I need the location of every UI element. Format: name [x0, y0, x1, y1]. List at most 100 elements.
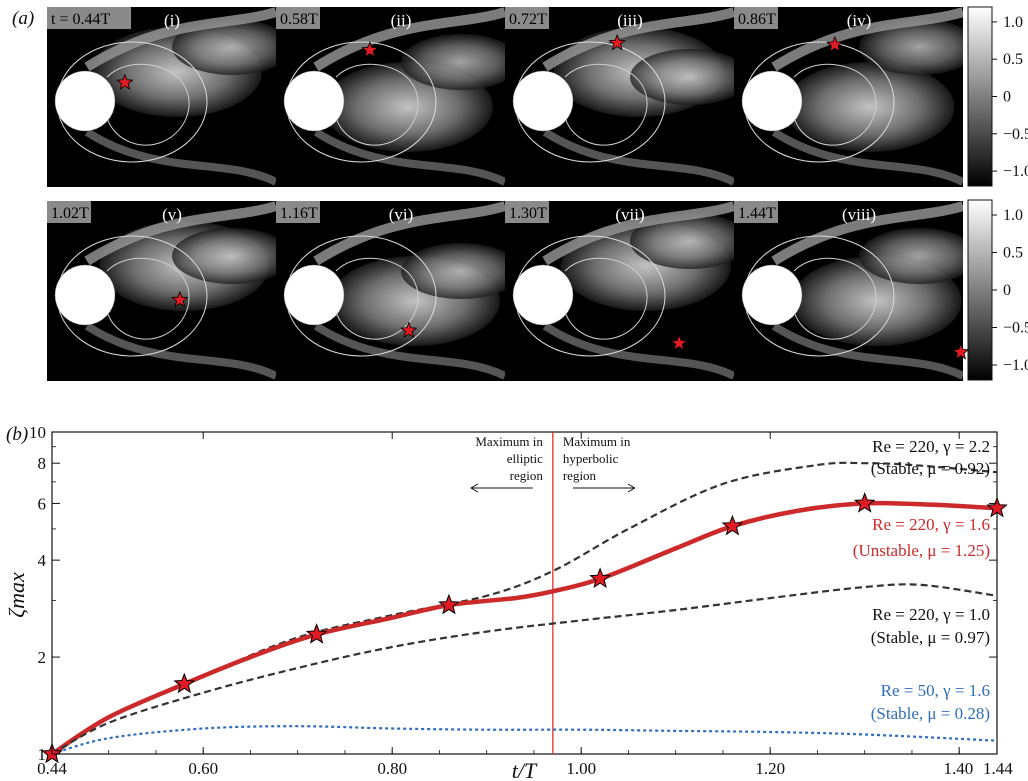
contour-line	[106, 257, 190, 340]
annotation-hyperbolic: region	[563, 468, 597, 483]
snapshot-7: 1.30T (vii)	[505, 201, 734, 381]
series-label: Re = 50, γ = 1.6	[881, 681, 990, 700]
cylinder	[54, 70, 116, 132]
x-tick-label: 0.60	[188, 759, 218, 778]
vorticity-field	[514, 201, 734, 380]
cylinder	[54, 264, 116, 326]
star-marker	[400, 321, 418, 338]
star-marker	[670, 334, 688, 351]
vorticity-field	[285, 201, 505, 380]
colorbar-tick-label: −1.0	[1003, 357, 1028, 374]
arrow-left	[470, 483, 533, 493]
colorbar-tick-label: 1.0	[1003, 207, 1023, 224]
annotation-hyperbolic: hyperbolic	[563, 451, 619, 466]
x-axis-label: t/T	[512, 758, 538, 781]
y-tick-label: 2	[38, 648, 47, 667]
cylinder	[512, 264, 574, 326]
series-label: Re = 220, γ = 2.2	[872, 437, 990, 456]
colorbar-tick-label: 0	[1003, 282, 1011, 299]
series-line-1	[52, 461, 997, 754]
time-label-box	[505, 7, 549, 29]
panel-b-chart: Maximum in elliptic region Maximum in hyperb…	[4, 423, 1013, 781]
panel-a: t = 0.44T (i) 0.58T (ii) 0.72T (iii) 0.86T (iv)…	[47, 7, 970, 381]
snapshot-4: 0.86T (iv)	[734, 7, 963, 187]
series-line-2	[52, 500, 997, 754]
contour-line	[335, 257, 419, 340]
colorbar-top: 1.0 0.5 0 −0.5 −1.0	[967, 6, 1028, 187]
time-label: 0.58T	[280, 11, 318, 28]
cylinder	[283, 70, 345, 132]
time-label: 1.16T	[280, 205, 318, 222]
cylinder	[741, 70, 803, 132]
time-label: t = 0.44T	[51, 11, 110, 28]
snapshot-roman-label: (iii)	[617, 11, 643, 30]
snapshot-roman-label: (ii)	[391, 11, 412, 30]
star-marker	[589, 567, 611, 589]
series-label-stability: (Unstable, μ = 1.25)	[853, 541, 990, 560]
contour-line	[106, 63, 190, 146]
x-tick-label: 0.80	[377, 759, 407, 778]
snapshot-6: 1.16T (vi)	[276, 201, 505, 381]
x-tick-label: 0.44	[37, 759, 67, 778]
colorbar-tick-label: 0.5	[1003, 51, 1023, 68]
time-label: 0.72T	[509, 11, 547, 28]
snapshot-8: 1.44T (viii)	[734, 201, 970, 381]
star-marker	[952, 343, 970, 360]
contour-line	[564, 63, 648, 146]
vorticity-field	[743, 7, 963, 186]
colorbar-tick-label: −1.0	[1003, 163, 1028, 180]
snapshot-roman-label: (vii)	[615, 205, 644, 224]
contour-line	[793, 257, 877, 340]
snapshot-roman-label: (iv)	[847, 11, 872, 30]
y-tick-label: 10	[29, 423, 46, 442]
star-marker	[986, 496, 1008, 518]
series-label: Re = 220, γ = 1.0	[872, 605, 990, 624]
star-marker	[171, 290, 189, 308]
colorbar-gradient	[967, 6, 993, 187]
star-marker	[438, 593, 460, 615]
star-marker	[721, 514, 744, 536]
plot-frame	[51, 431, 998, 755]
series-label-stability: (Stable, μ = 0.92)	[871, 459, 990, 478]
x-tick-label: 1.00	[566, 759, 596, 778]
snapshot-3: 0.72T (iii)	[505, 7, 734, 187]
snapshot-5: 1.02T (v)	[47, 201, 276, 381]
series-line-3	[52, 583, 997, 754]
colorbar-tick-label: −0.5	[1003, 320, 1028, 337]
annotation-elliptic: region	[510, 468, 544, 483]
x-tick-label: 1.40	[943, 759, 973, 778]
contour-line	[793, 63, 877, 146]
cylinder	[283, 264, 345, 326]
time-label-box	[734, 7, 778, 29]
annotation-elliptic: Maximum in	[475, 434, 543, 449]
time-label-box	[276, 7, 320, 29]
time-label: 0.86T	[738, 11, 776, 28]
vorticity-field	[56, 7, 276, 186]
arrow-right	[572, 483, 636, 493]
star-marker	[361, 41, 379, 58]
cylinder	[512, 70, 574, 132]
time-label: 1.30T	[509, 205, 547, 222]
star-marker	[305, 623, 328, 644]
series-line-4	[52, 725, 997, 754]
series-label-stability: (Stable, μ = 0.97)	[871, 628, 990, 647]
contour-line	[564, 257, 648, 340]
panel-b-label: (b)	[6, 424, 28, 445]
snapshot-1: t = 0.44T (i)	[47, 7, 276, 187]
series-label: Re = 220, γ = 1.6	[872, 515, 990, 534]
snapshot-roman-label: (i)	[164, 11, 180, 30]
annotation-elliptic: elliptic	[507, 451, 543, 466]
colorbar-tick-label: 1.0	[1003, 14, 1023, 31]
colorbar-tick-label: −0.5	[1003, 126, 1028, 143]
time-label: 1.02T	[51, 205, 89, 222]
y-tick-label: 6	[38, 494, 47, 513]
y-tick-label: 4	[38, 551, 47, 570]
star-marker	[173, 672, 196, 694]
cylinder	[741, 264, 803, 326]
time-label: 1.44T	[738, 205, 776, 222]
time-label-box	[276, 201, 320, 223]
y-tick-label: 1	[38, 745, 47, 764]
x-tick-label: 1.20	[755, 759, 785, 778]
annotation-hyperbolic: Maximum in	[563, 434, 631, 449]
